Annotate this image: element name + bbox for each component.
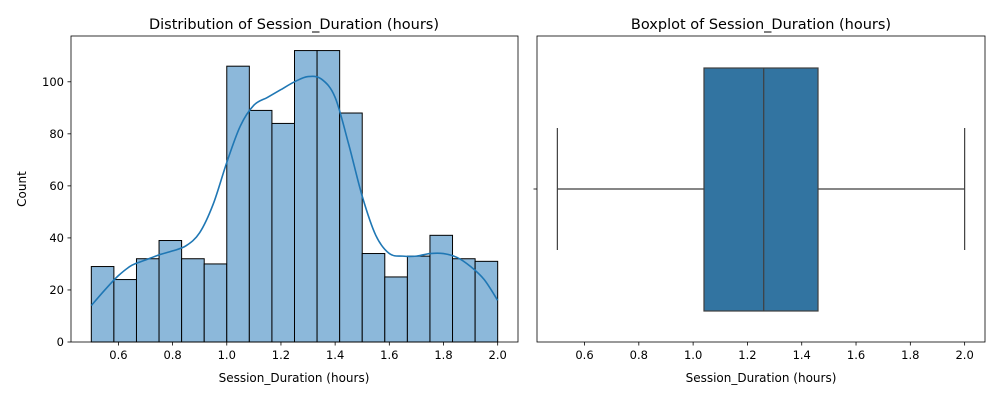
histogram-bar (203, 263, 228, 343)
histogram-bars (90, 50, 499, 343)
histogram-x-tick-label: 2.0 (489, 348, 507, 362)
histogram-x-tick-label: 0.8 (163, 348, 181, 362)
boxplot-x-tick-label: 0.6 (575, 348, 593, 362)
histogram-bar (158, 240, 183, 343)
histogram-bar (361, 253, 386, 343)
boxplot-box (703, 67, 819, 312)
histogram-x-tick-label: 1.6 (380, 348, 398, 362)
boxplot-x-tick-label: 1.0 (684, 348, 702, 362)
histogram-bar (384, 276, 408, 343)
histogram-bar (226, 65, 250, 343)
histogram-x-tick-label: 1.4 (326, 348, 344, 362)
histogram-bar (316, 50, 341, 343)
histogram-panel: Distribution of Session_Duration (hours)… (15, 17, 519, 385)
histogram-bar (294, 50, 318, 343)
histogram-y-tick-label: 100 (42, 75, 64, 89)
histogram-bar (452, 258, 476, 343)
histogram-bar (113, 279, 137, 343)
boxplot-x-tick-label: 1.4 (793, 348, 811, 362)
histogram-bar (406, 255, 431, 343)
histogram-y-tick-label: 20 (49, 283, 64, 297)
histogram-y-ticks: 0 20 40 60 80 100 (42, 75, 71, 349)
histogram-x-tick-label: 1.8 (434, 348, 452, 362)
boxplot-title: Boxplot of Session_Duration (hours) (631, 17, 891, 33)
histogram-bar (90, 266, 115, 343)
histogram-x-ticks: 0.6 0.8 1.0 1.2 1.4 1.6 1.8 2.0 (109, 342, 507, 362)
boxplot-x-ticks: 0.6 0.8 1.0 1.2 1.4 1.6 1.8 2.0 (575, 342, 974, 362)
histogram-bar (181, 258, 205, 343)
boxplot-x-axis-label: Session_Duration (hours) (686, 371, 837, 385)
boxplot-x-tick-label: 0.8 (630, 348, 648, 362)
histogram-bar (339, 112, 363, 343)
histogram-y-tick-label: 80 (49, 127, 64, 141)
histogram-bar (248, 109, 273, 343)
histogram-x-tick-label: 0.6 (109, 348, 127, 362)
boxplot-x-tick-label: 2.0 (955, 348, 973, 362)
histogram-bar (135, 258, 160, 343)
histogram-x-tick-label: 1.0 (218, 348, 236, 362)
boxplot-x-tick-label: 1.2 (738, 348, 756, 362)
boxplot-x-tick-label: 1.8 (901, 348, 919, 362)
histogram-bar (271, 122, 295, 343)
histogram-kde-line (90, 75, 499, 307)
histogram-y-tick-label: 60 (49, 179, 64, 193)
histogram-y-axis-label: Count (15, 171, 29, 207)
boxplot-x-tick-label: 1.6 (847, 348, 865, 362)
histogram-x-tick-label: 1.2 (272, 348, 290, 362)
histogram-y-tick-label: 0 (57, 335, 64, 349)
histogram-plot-frame (70, 35, 519, 343)
histogram-x-axis-label: Session_Duration (hours) (219, 371, 370, 385)
histogram-title: Distribution of Session_Duration (hours) (149, 17, 439, 33)
histogram-bar (429, 234, 454, 343)
boxplot-plot-frame (536, 35, 986, 343)
boxplot-panel: Boxplot of Session_Duration (hours) 0.6 0… (533, 17, 986, 385)
histogram-y-tick-label: 40 (49, 231, 64, 245)
